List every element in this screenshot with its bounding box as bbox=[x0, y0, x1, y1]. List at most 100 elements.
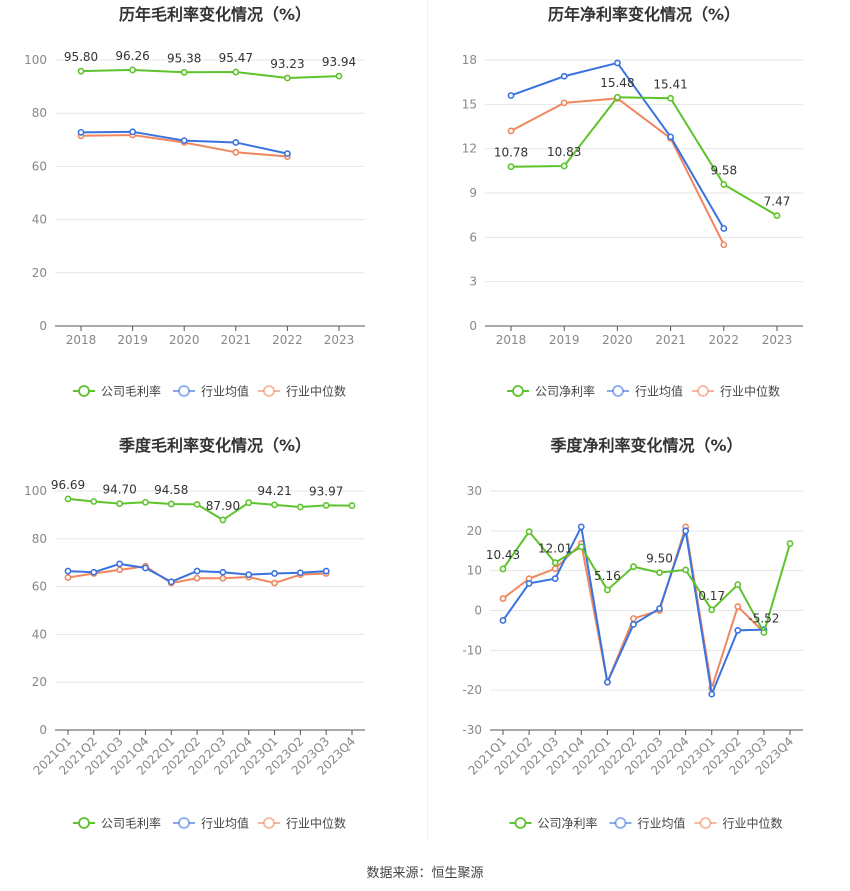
y-tick-label: 0 bbox=[39, 319, 47, 333]
data-point-avg bbox=[283, 150, 291, 158]
data-point-avg bbox=[499, 617, 507, 624]
data-point-company bbox=[322, 502, 330, 509]
data-label: 94.21 bbox=[257, 484, 291, 498]
data-point-company bbox=[180, 68, 188, 76]
data-label: 0.17 bbox=[698, 589, 725, 603]
data-label: 9.50 bbox=[646, 552, 673, 566]
x-tick-label: 2019 bbox=[549, 333, 580, 347]
legend-swatch-marker bbox=[78, 385, 90, 397]
data-point-company bbox=[64, 495, 72, 503]
data-label: 5.16 bbox=[594, 569, 621, 583]
data-point-avg bbox=[232, 139, 240, 146]
y-tick-label: -10 bbox=[462, 643, 482, 657]
legend-swatch-marker bbox=[263, 385, 275, 397]
y-tick-label: -20 bbox=[462, 683, 482, 697]
data-label: 12.01 bbox=[538, 542, 572, 556]
data-point-company bbox=[613, 93, 621, 101]
y-tick-label: 80 bbox=[32, 106, 47, 120]
data-point-company bbox=[348, 502, 356, 509]
legend-swatch-marker bbox=[697, 385, 709, 397]
data-point-company bbox=[167, 500, 175, 508]
legend-item-avg: 行业均值 bbox=[607, 384, 683, 399]
y-tick-label: 60 bbox=[32, 580, 47, 594]
y-tick-label: 9 bbox=[469, 186, 477, 200]
data-point-company bbox=[507, 163, 515, 171]
data-point-avg bbox=[682, 527, 690, 535]
legend-label: 公司净利率 bbox=[538, 816, 598, 831]
data-point-company bbox=[129, 66, 136, 74]
data-point-avg bbox=[734, 627, 742, 634]
series-line-company bbox=[67, 497, 353, 522]
data-point-avg bbox=[90, 568, 98, 576]
data-label: 87.90 bbox=[206, 499, 240, 513]
data-label: 10.83 bbox=[547, 145, 581, 159]
y-tick-label: 3 bbox=[469, 275, 477, 289]
y-tick-label: 40 bbox=[32, 627, 47, 641]
chart-title: 历年毛利率变化情况（%） bbox=[119, 5, 311, 24]
data-point-avg bbox=[613, 59, 621, 67]
data-point-company bbox=[656, 569, 663, 577]
data-point-company bbox=[720, 181, 728, 188]
legend-swatch-marker bbox=[514, 817, 527, 829]
legend-item-company: 公司净利率 bbox=[507, 384, 595, 399]
y-tick-label: 15 bbox=[462, 97, 477, 111]
legend-item-avg: 行业均值 bbox=[609, 816, 686, 831]
annual-net-margin-chart: 历年净利率变化情况（%） 0 3 6 9 12 15 18 2018 2019 2020 2021 20… bbox=[425, 0, 850, 430]
data-label: 9.58 bbox=[710, 163, 737, 177]
data-point-avg bbox=[167, 578, 175, 586]
data-source-note: 数据来源：恒生聚源 bbox=[366, 866, 484, 881]
data-point-company bbox=[734, 581, 742, 589]
legend-swatch-marker bbox=[612, 385, 624, 397]
legend-label: 公司净利率 bbox=[535, 384, 595, 399]
y-tick-label: 40 bbox=[32, 213, 47, 227]
data-label: 7.47 bbox=[764, 195, 791, 209]
data-point-median bbox=[271, 579, 278, 587]
data-point-avg bbox=[577, 523, 585, 531]
data-point-median bbox=[499, 595, 507, 602]
data-point-avg bbox=[507, 92, 515, 99]
x-tick-label: 2019 bbox=[117, 333, 148, 347]
data-label: 94.58 bbox=[154, 483, 188, 497]
data-label: 10.78 bbox=[494, 146, 528, 160]
y-tick-label: 60 bbox=[32, 159, 47, 173]
quarterly-net-margin-chart: 季度净利率变化情况（%） -30 -20 -10 0 10 20 30 2021Q1 2021Q2… bbox=[425, 430, 850, 860]
data-point-median bbox=[116, 566, 124, 574]
data-point-median bbox=[64, 574, 72, 581]
data-point-company bbox=[773, 212, 781, 220]
y-tick-label: 6 bbox=[469, 230, 477, 244]
data-label: 93.97 bbox=[309, 484, 343, 498]
data-label: 15.41 bbox=[653, 77, 687, 91]
data-point-company bbox=[296, 503, 304, 511]
data-point-company bbox=[499, 565, 507, 573]
data-point-median bbox=[551, 565, 559, 573]
y-tick-label: 12 bbox=[462, 142, 477, 156]
data-point-company bbox=[551, 559, 559, 567]
legend-swatch-marker bbox=[614, 817, 627, 829]
legend-label: 行业中位数 bbox=[723, 816, 783, 831]
legend-label: 行业中位数 bbox=[720, 384, 780, 399]
x-tick-label: 2023 bbox=[762, 333, 793, 347]
data-point-avg bbox=[656, 605, 663, 612]
data-point-company bbox=[335, 72, 343, 80]
legend-label: 行业均值 bbox=[638, 816, 686, 831]
data-point-company bbox=[603, 586, 611, 594]
data-point-company bbox=[271, 501, 278, 509]
data-point-median bbox=[193, 574, 201, 582]
y-tick-label: 100 bbox=[24, 484, 47, 498]
data-label: 94.70 bbox=[102, 483, 136, 497]
data-point-company bbox=[667, 94, 674, 102]
legend-item-company: 公司毛利率 bbox=[73, 816, 161, 831]
legend-swatch-marker bbox=[178, 817, 190, 829]
data-point-median bbox=[734, 603, 742, 610]
y-tick-label: 0 bbox=[474, 604, 482, 618]
y-tick-label: 0 bbox=[39, 723, 47, 737]
data-point-median bbox=[219, 574, 227, 582]
data-point-median bbox=[232, 148, 240, 156]
data-point-company bbox=[560, 162, 568, 170]
legend-item-median: 行业中位数 bbox=[258, 384, 346, 399]
data-point-company bbox=[760, 629, 768, 636]
data-point-company bbox=[77, 67, 85, 75]
x-tick-label: 2020 bbox=[169, 333, 200, 347]
legend-label: 行业均值 bbox=[201, 384, 249, 399]
data-point-company bbox=[577, 543, 585, 551]
